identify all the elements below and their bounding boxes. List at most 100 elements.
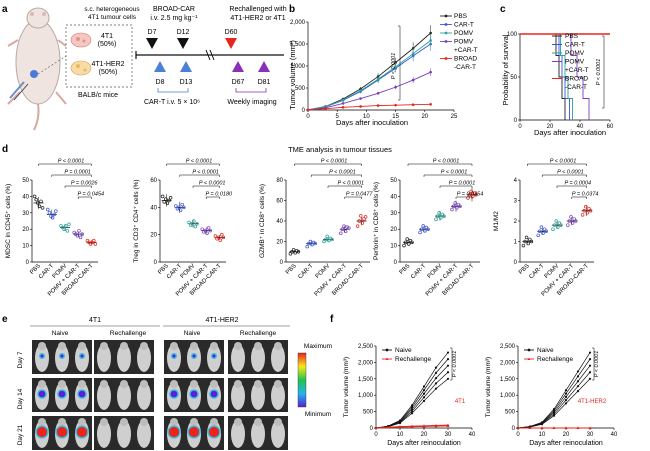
mouse-silhouette	[251, 344, 265, 372]
mouse-silhouette	[117, 344, 131, 372]
panel-d-point	[339, 231, 343, 236]
panel-d-point	[541, 231, 545, 236]
panel-f-point	[588, 364, 592, 367]
panel-d-ylabel: M1/M2	[493, 211, 500, 231]
mice-label: BALB/c mice	[78, 92, 118, 99]
panel-b-line-0	[307, 32, 431, 111]
bioluminescence-core	[168, 426, 180, 438]
panel-e-day21: Day 21	[17, 424, 24, 445]
panel-d-point	[80, 232, 84, 236]
panel-f-point	[516, 426, 520, 429]
panel-d-xtick-label: PBS	[399, 263, 412, 276]
panel-d-point	[574, 219, 578, 223]
mouse-silhouette	[251, 382, 265, 410]
panel-b-legend-marker	[444, 57, 448, 60]
bioluminescence-core	[170, 390, 178, 398]
panel-d-ylabel: GZMB⁺ in CD8⁺ cells (%)	[259, 184, 266, 258]
panel-d-point	[190, 221, 194, 226]
panel-f-point	[434, 387, 438, 390]
panel-f-xlabel: Days after reinoculation	[529, 440, 603, 447]
panel-d-point	[34, 197, 38, 202]
panel-d-point	[580, 213, 585, 217]
panel-d-label: d	[2, 144, 8, 155]
panel-d-bracket	[541, 174, 587, 177]
panel-b-legend-label: BROAD	[454, 56, 477, 63]
d60-label: D60	[225, 29, 238, 36]
panel-d-point	[39, 199, 43, 204]
panel-d-point	[551, 227, 555, 231]
panel-c-series	[520, 33, 610, 120]
panel-d-point	[167, 198, 171, 203]
colorbar	[297, 352, 307, 408]
panel-b-ylabel: Tumor volume (mm³)	[288, 40, 297, 110]
panel-d-plot-1: Treg in CD3⁺ CD4⁺ cells (%)0204060PBSCAR…	[133, 159, 233, 298]
mouse-head	[38, 342, 46, 350]
panel-d-point	[559, 223, 563, 227]
panel-f-point	[422, 396, 426, 399]
weekly-imaging-label: Weekly imaging	[227, 99, 276, 106]
panel-d-point	[453, 201, 457, 205]
sc-text: s.c. heterogeneous	[84, 6, 140, 13]
panel-d-point	[556, 225, 560, 229]
panel-f-point	[588, 377, 592, 380]
panel-d-xtick-label: CAR-T	[297, 263, 314, 280]
panel-d-point	[588, 209, 593, 213]
panel-c-xtick-label: 60	[607, 124, 614, 130]
panel-d-ylabel: Perforin⁺ in CD8⁺ cells (%)	[373, 182, 380, 260]
panel-f-point	[576, 380, 580, 383]
panel-b-legend-marker	[444, 31, 448, 35]
mouse-head	[210, 342, 218, 350]
mouse-head	[234, 342, 242, 350]
panel-c-legend-label: BROAD	[565, 76, 588, 83]
panel-f-bracket	[592, 347, 595, 381]
panel-d-point	[177, 205, 181, 210]
panel-d-ytick-label: 0	[514, 260, 518, 266]
mouse-silhouette	[231, 344, 245, 372]
panel-e-day14: Day 14	[17, 388, 24, 409]
panel-c-xtick-label: 40	[577, 124, 584, 130]
panel-f-point	[410, 410, 414, 413]
panel-c-legend-label: CAR-T	[565, 42, 585, 49]
panel-f-point	[588, 351, 592, 354]
panel-b-legend-label: PBS	[454, 13, 468, 20]
mouse-silhouette	[137, 382, 151, 410]
panel-d-point	[357, 219, 361, 223]
colorbar-min: Minimum	[305, 411, 331, 418]
panel-f-point	[564, 402, 568, 405]
panel-f-point	[410, 408, 414, 411]
broad-dose-label: i.v. 2.5 mg kg⁻¹	[150, 15, 198, 22]
panel-d-bracket	[571, 196, 587, 199]
mouse-silhouette	[271, 344, 285, 372]
panel-d-point	[570, 221, 575, 225]
panel-d-pvalue: P = 0.0001	[64, 170, 91, 176]
f2-ytick-label: 2,000	[500, 360, 516, 366]
mouse-silhouette	[97, 344, 111, 372]
mouse-head	[234, 380, 242, 388]
panel-f-point	[446, 377, 450, 380]
panel-f-point	[446, 423, 450, 426]
panel-d-point	[521, 243, 526, 248]
panel-b-legend-marker	[444, 40, 448, 43]
f2-xtick-label: 30	[587, 432, 594, 438]
panel-d-point	[426, 227, 430, 231]
panel-e-rech-1: Rechallenge	[110, 330, 147, 337]
panel-d-point	[451, 204, 456, 208]
panel-d-point	[218, 238, 222, 242]
panel-f-point	[564, 399, 568, 402]
mouse-silhouette	[271, 382, 285, 410]
panel-c-ytick-label: 100	[507, 32, 518, 38]
panel-f-point	[588, 371, 592, 374]
f1-ytick-label: 2,500	[358, 344, 374, 350]
panel-d-point	[355, 224, 360, 228]
tumour-4t1	[70, 32, 92, 48]
f1-ytick-label: 500	[363, 410, 374, 416]
panel-d-point	[423, 229, 427, 233]
panel-d-pvalue: P = 0.0001	[449, 181, 476, 187]
panel-f-line	[375, 352, 449, 429]
panel-f-legend-rech: Rechallenge	[537, 356, 574, 363]
mouse-head	[120, 418, 128, 426]
panel-d-point	[347, 226, 351, 230]
panel-b-xtick-label: 10	[363, 114, 370, 120]
panel-f-point	[374, 426, 378, 429]
